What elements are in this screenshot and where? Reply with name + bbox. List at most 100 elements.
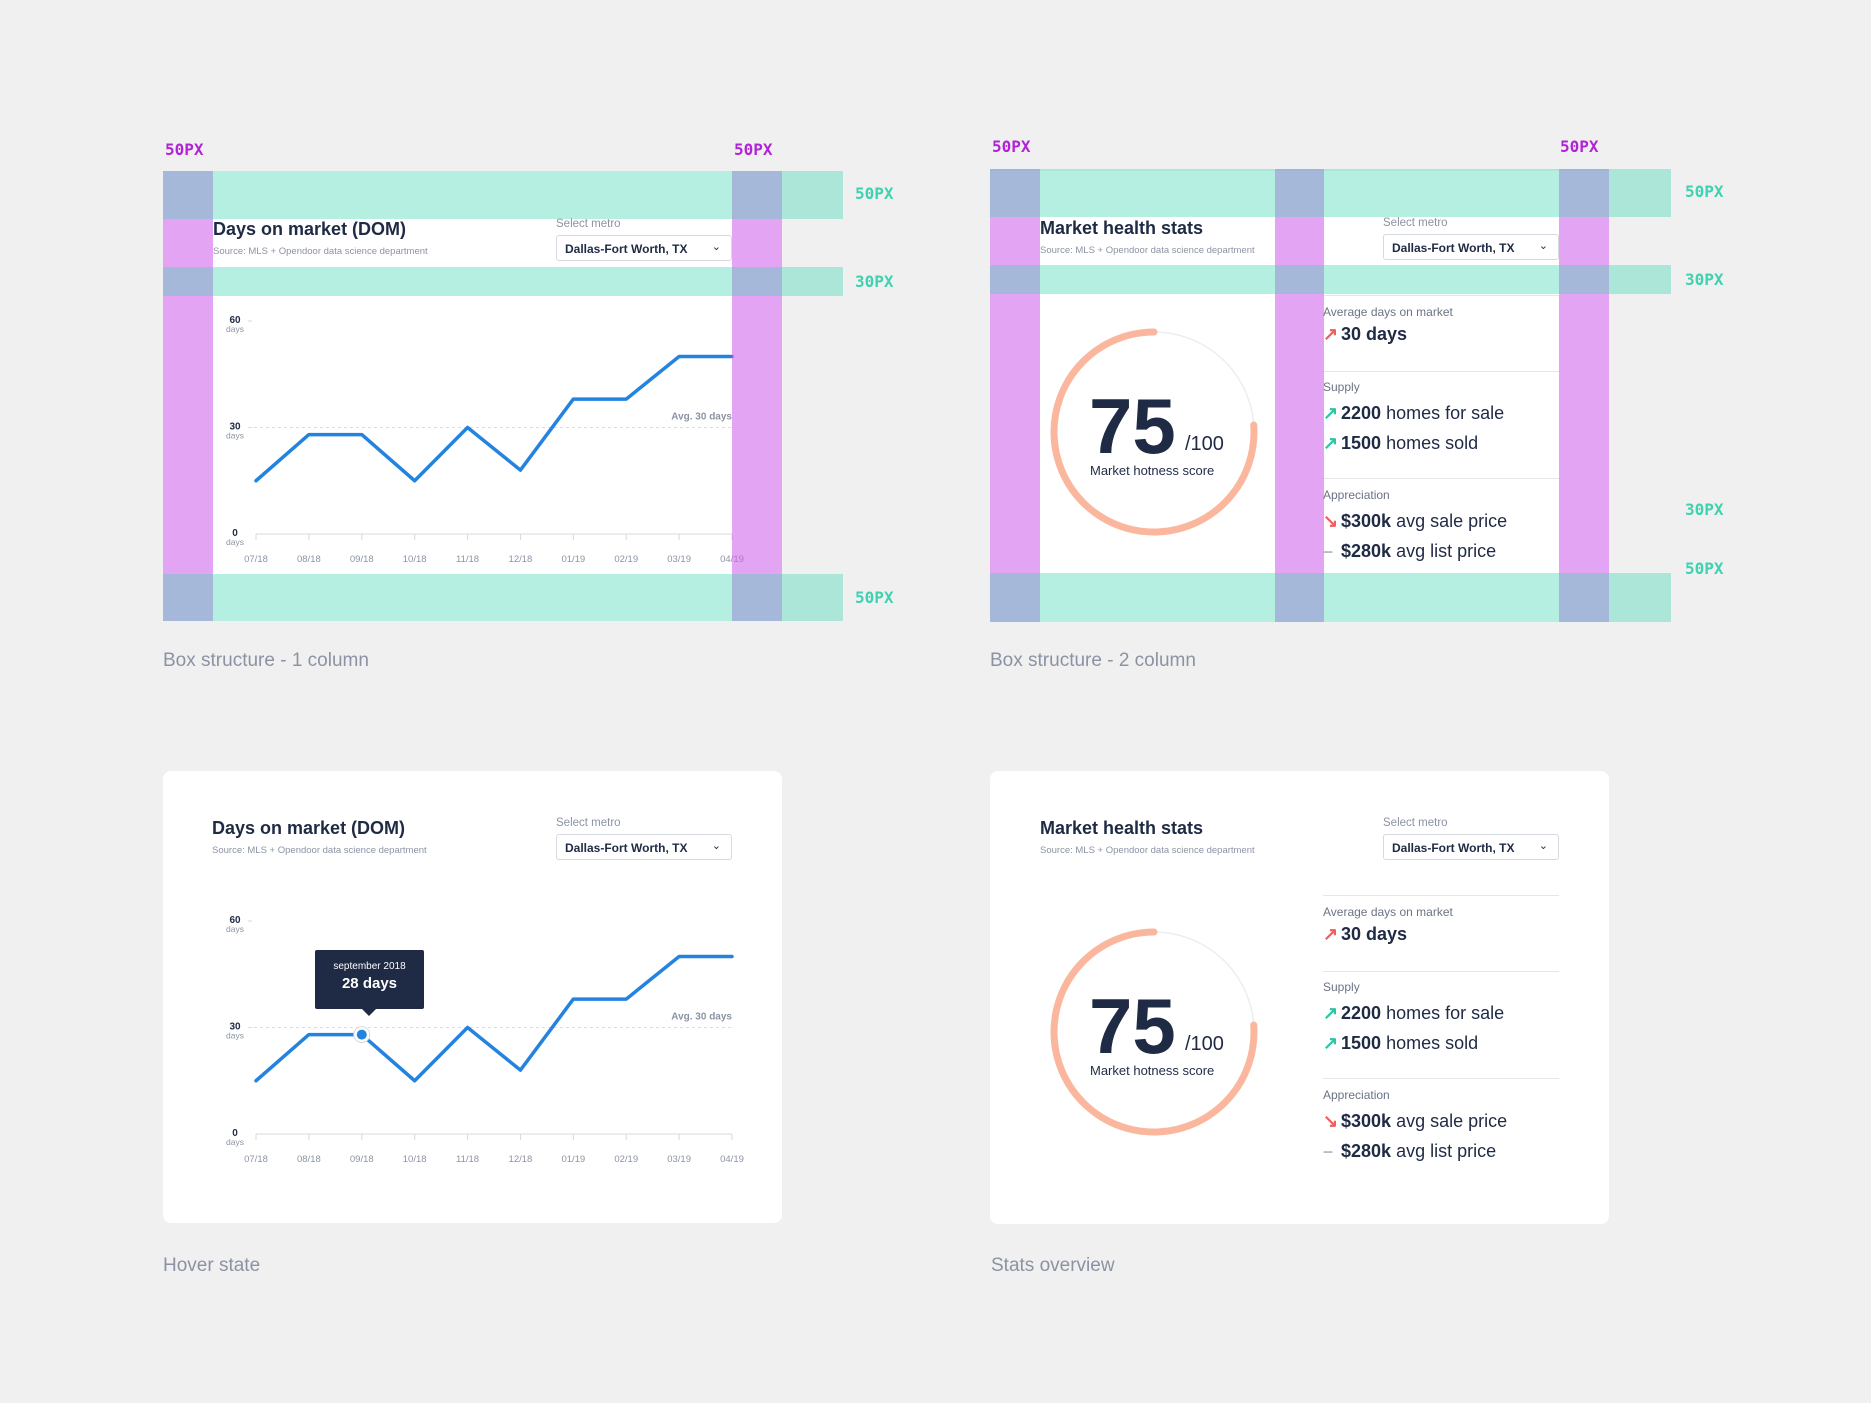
chevron-down-icon: ⌄ xyxy=(711,241,721,253)
list-price-row: – $280k avg list price xyxy=(1323,541,1496,562)
metro-select-value: Dallas-Fort Worth, TX xyxy=(565,242,688,256)
arrow-down-icon: ↘ xyxy=(1323,511,1339,531)
sale-price-text: avg sale price xyxy=(1396,1111,1508,1131)
left-padding-label: 50PX xyxy=(992,137,1031,156)
dash-icon: – xyxy=(1323,1141,1334,1161)
y-tick-label: 0 xyxy=(232,528,238,539)
supply-label: Supply xyxy=(1323,380,1360,394)
divider xyxy=(1323,895,1559,896)
y-tick-label: 60 xyxy=(229,315,241,326)
y-tick-unit: days xyxy=(226,1137,244,1147)
card-source: Source: MLS + Opendoor data science depa… xyxy=(212,845,427,856)
tooltip-date: september 2018 xyxy=(333,961,406,972)
y-tick-unit: days xyxy=(226,537,244,547)
reference-line-label: Avg. 30 days xyxy=(671,1012,732,1023)
divider xyxy=(1323,478,1559,479)
x-tick-label: 09/18 xyxy=(350,554,374,565)
arrow-up-icon: ↗ xyxy=(1323,1003,1339,1023)
card-title: Days on market (DOM) xyxy=(213,219,407,239)
header-gap-label: 30PX xyxy=(1685,270,1724,289)
sale-price-value: $300k xyxy=(1341,511,1392,531)
list-price-row: – $280k avg list price xyxy=(1323,1141,1496,1162)
padding-left-overlay xyxy=(163,171,213,621)
x-tick-label: 11/18 xyxy=(456,1154,479,1165)
padding-top-overlay xyxy=(163,171,843,219)
chevron-down-icon: ⌄ xyxy=(711,840,721,852)
x-tick-label: 09/18 xyxy=(350,1154,374,1165)
column-gap-overlay xyxy=(1275,169,1324,622)
metro-select[interactable]: Dallas-Fort Worth, TX ⌄ xyxy=(556,834,732,860)
supply-sold-text: homes sold xyxy=(1386,433,1479,453)
list-price-value: $280k xyxy=(1341,1141,1392,1161)
card-title: Market health stats xyxy=(1040,218,1204,238)
avg-dom-label: Average days on market xyxy=(1323,305,1453,319)
ring-progress xyxy=(1050,328,1258,536)
caption-two-column: Box structure - 2 column xyxy=(990,650,1196,671)
padding-top-overlay xyxy=(990,169,1671,217)
stats-card-overview: Market health stats Source: MLS + Opendo… xyxy=(990,771,1609,1224)
select-metro-label: Select metro xyxy=(1383,217,1448,229)
chart-tooltip: september 2018 28 days xyxy=(315,950,424,1016)
bottom-padding-label: 50PX xyxy=(855,588,894,607)
metro-select[interactable]: Dallas-Fort Worth, TX ⌄ xyxy=(556,235,732,261)
ring-progress xyxy=(1050,928,1258,1136)
avg-dom-row: ↗ 30 days xyxy=(1323,924,1407,945)
supply-sold-row: ↗ 1500 homes sold xyxy=(1323,433,1478,454)
metro-select-value: Dallas-Fort Worth, TX xyxy=(1392,241,1515,255)
y-tick-label: 0 xyxy=(232,1128,238,1139)
tooltip-pointer xyxy=(362,1009,376,1016)
metro-select[interactable]: Dallas-Fort Worth, TX ⌄ xyxy=(1383,234,1559,260)
hotness-score-ring xyxy=(1050,328,1258,536)
hotness-score-label: Market hotness score xyxy=(1090,1063,1215,1078)
y-tick-unit: days xyxy=(226,324,244,334)
dash-icon: – xyxy=(1323,541,1334,561)
appreciation-label: Appreciation xyxy=(1323,1088,1390,1102)
metro-select-value: Dallas-Fort Worth, TX xyxy=(565,841,688,855)
arrow-down-icon: ↘ xyxy=(1323,1111,1339,1131)
select-metro-label: Select metro xyxy=(556,218,621,230)
top-padding-label: 50PX xyxy=(855,184,894,203)
y-tick-unit: days xyxy=(226,431,244,441)
card-source: Source: MLS + Opendoor data science depa… xyxy=(1040,845,1255,856)
padding-bottom-overlay xyxy=(990,573,1671,622)
x-tick-label: 10/18 xyxy=(403,554,427,565)
x-tick-label: 08/18 xyxy=(297,1154,321,1165)
sale-price-text: avg sale price xyxy=(1396,511,1508,531)
supply-for-sale-value: 2200 xyxy=(1341,1003,1382,1023)
arrow-up-icon: ↗ xyxy=(1323,433,1339,453)
hotness-score-label: Market hotness score xyxy=(1090,463,1215,478)
left-padding-label: 50PX xyxy=(165,140,204,159)
hotness-score-denominator: /100 xyxy=(1185,433,1224,455)
x-tick-label: 03/19 xyxy=(667,554,691,565)
supply-sold-row: ↗ 1500 homes sold xyxy=(1323,1033,1478,1054)
reference-line-label: Avg. 30 days xyxy=(671,412,732,423)
hover-point xyxy=(356,1029,367,1040)
x-tick-label: 07/18 xyxy=(244,554,268,565)
x-tick-label: 11/18 xyxy=(456,554,479,565)
x-tick-label: 08/18 xyxy=(297,554,321,565)
dom-card-structure: Days on market (DOM) Source: MLS + Opend… xyxy=(163,171,782,621)
hotness-score-ring xyxy=(1050,928,1258,1136)
arrow-up-icon: ↗ xyxy=(1323,924,1339,944)
metro-select[interactable]: Dallas-Fort Worth, TX ⌄ xyxy=(1383,834,1559,860)
caption-stats-overview: Stats overview xyxy=(991,1255,1115,1276)
x-tick-label: 04/19 xyxy=(720,1154,744,1165)
hotness-score-value: 75 xyxy=(1089,382,1176,470)
supply-sold-text: homes sold xyxy=(1386,1033,1479,1053)
metro-select-value: Dallas-Fort Worth, TX xyxy=(1392,841,1515,855)
x-tick-label: 01/19 xyxy=(561,1154,585,1165)
divider xyxy=(1323,1078,1559,1079)
divider xyxy=(1323,371,1559,372)
series-line xyxy=(254,354,734,483)
x-tick-label: 12/18 xyxy=(509,554,533,565)
card-title: Days on market (DOM) xyxy=(212,818,406,838)
x-tick-label: 02/19 xyxy=(614,554,638,565)
supply-for-sale-row: ↗ 2200 homes for sale xyxy=(1323,1003,1504,1024)
y-tick-label: 30 xyxy=(229,422,241,433)
hotness-score-value: 75 xyxy=(1089,982,1176,1070)
hotness-score-denominator: /100 xyxy=(1185,1033,1224,1055)
supply-label: Supply xyxy=(1323,980,1360,994)
y-tick-unit: days xyxy=(226,1031,244,1041)
dom-card-hover: Days on market (DOM) Source: MLS + Opend… xyxy=(163,771,782,1223)
